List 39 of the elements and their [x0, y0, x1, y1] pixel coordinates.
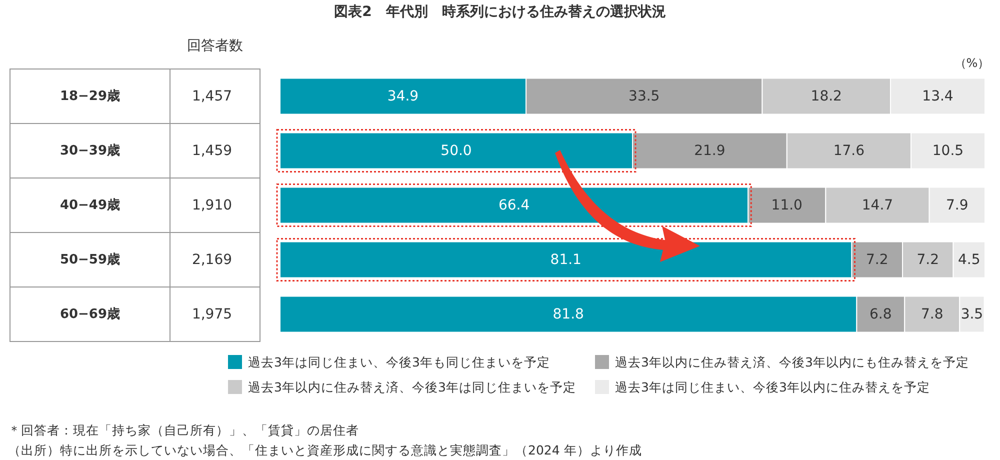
- data-label: 18.2: [810, 88, 842, 104]
- data-label: 21.9: [694, 142, 726, 159]
- text: 1,910: [192, 197, 232, 214]
- chart-title: 図表2 年代別 時系列における住み替えの選択状況: [334, 4, 666, 20]
- data-label: 11.0: [771, 197, 802, 214]
- text: 回答者数: [187, 38, 243, 54]
- legend-label: 過去3年は同じ住まい、今後3年以内に住み替えを予定: [615, 380, 930, 394]
- data-label: 6.8: [870, 306, 892, 322]
- text: ＊回答者：現在「持ち家（自己所有）」、「賃貸」の居住者: [8, 422, 359, 438]
- text: 2,169: [192, 252, 232, 268]
- data-label: 33.5: [628, 88, 660, 104]
- data-label: 17.6: [833, 142, 865, 159]
- x-axis-title: （%）: [954, 56, 990, 70]
- data-label: 81.1: [550, 252, 582, 268]
- text: 1,457: [192, 88, 232, 104]
- y-tick-label: 50−59歳: [60, 252, 120, 268]
- data-label: 7.8: [920, 306, 944, 322]
- data-label: 50.0: [440, 142, 472, 159]
- data-label: 81.8: [552, 306, 584, 322]
- y-tick-label: 18−29歳: [60, 88, 120, 104]
- data-label: 7.2: [916, 252, 940, 268]
- series-label: 過去3年は同じ住まい、今後3年も同じ住まいを予定: [248, 354, 550, 370]
- data-label: 7.9: [946, 197, 968, 214]
- y-tick-label: 30−39歳: [60, 143, 120, 158]
- text: 1,459: [192, 142, 232, 159]
- data-label: 4.5: [958, 252, 980, 268]
- text: 1,975: [192, 306, 232, 322]
- y-tick-label: 60−69歳: [60, 306, 120, 322]
- data-label: 14.7: [862, 197, 894, 214]
- y-tick-label: 40−49歳: [60, 198, 120, 213]
- data-label: 13.4: [922, 88, 954, 104]
- text: （出所）特に出所を示していない場合、「住まいと資産形成に関する意識と実態調査」（2024 年）より作成: [8, 442, 642, 458]
- data-label: 34.9: [387, 88, 419, 104]
- legend-label: 過去3年以内に住み替え済、今後3年以内にも住み替えを予定: [615, 354, 969, 370]
- legend-label: 過去3年以内に住み替え済、今後3年は同じ住まいを予定: [248, 380, 576, 394]
- data-label: 66.4: [498, 197, 530, 214]
- data-label: 3.5: [960, 306, 984, 322]
- data-label: 10.5: [932, 142, 964, 159]
- data-label: 7.2: [866, 252, 888, 268]
